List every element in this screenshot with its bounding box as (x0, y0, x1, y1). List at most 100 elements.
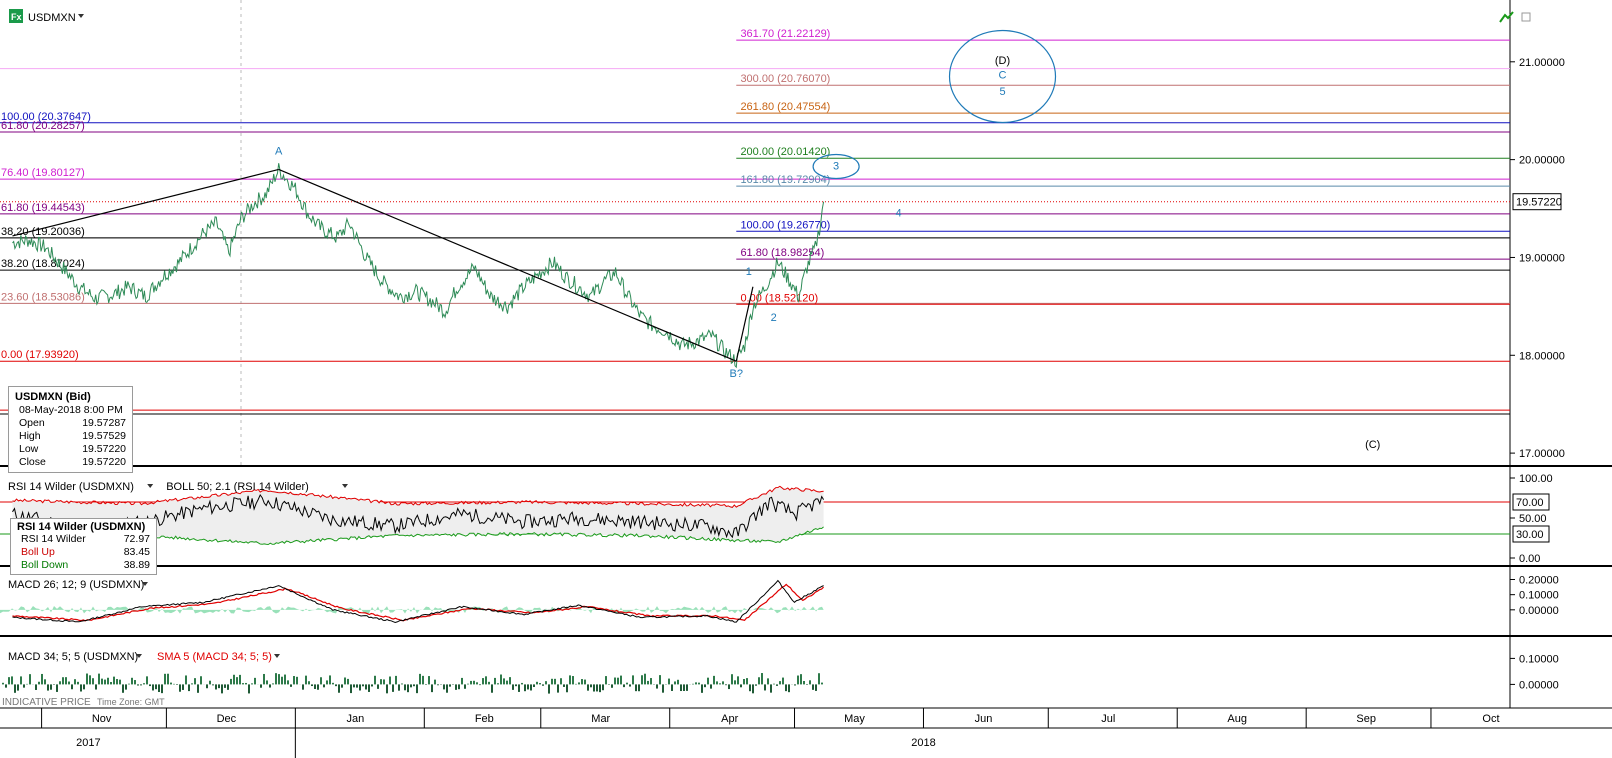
month-label: Nov (92, 713, 112, 725)
macd2-histogram-bar (557, 684, 559, 693)
macd2-histogram-bar (521, 682, 523, 685)
macd2-histogram-bar (296, 676, 298, 685)
ohlc-row: Low 19.57220 (15, 443, 126, 456)
macd2-histogram-bar (677, 679, 679, 685)
price-axis-label: 20.00000 (1519, 155, 1565, 167)
macd2-histogram-bar (224, 684, 226, 688)
macd2-histogram-bar (359, 684, 361, 691)
macd2-histogram-bar (611, 684, 613, 688)
macd2-histogram-bar (539, 683, 541, 685)
macd2-histogram-bar (389, 676, 391, 685)
fib-level-label: 38.20 (19.20036) (1, 226, 85, 238)
macd2-histogram-bar (764, 684, 766, 691)
macd2-histogram-bar (473, 680, 475, 685)
ohlc-popup-datetime: 08-May-2018 8:00 PM (19, 404, 123, 416)
macd2-histogram-bar (575, 683, 577, 685)
macd2-histogram-bar (167, 673, 169, 685)
macd2-histogram-bar (56, 684, 58, 692)
macd2-histogram-bar (197, 684, 199, 693)
macd2-histogram-bar (134, 680, 136, 685)
macd2-histogram-bar (455, 684, 457, 690)
macd2-histogram-bar (242, 683, 244, 685)
chevron-down-icon (342, 484, 348, 488)
macd2-histogram-bar (71, 684, 73, 690)
macd2-histogram-bar (266, 680, 268, 685)
macd2-histogram-bar (263, 673, 265, 685)
macd-line (12, 579, 824, 624)
macd2-histogram-bar (686, 684, 688, 691)
macd2-histogram-bar (680, 684, 682, 692)
macd2-histogram-bar (560, 678, 562, 685)
macd2-histogram-bar (599, 684, 601, 693)
fib-level-label: 38.20 (18.87024) (1, 258, 85, 270)
ohlc-row-value: 19.57287 (82, 417, 126, 429)
last-price-label: 19.57220 (1516, 197, 1562, 209)
macd2-histogram-bar (536, 681, 538, 685)
macd2-histogram-bar (215, 684, 217, 690)
macd2-histogram-bar (83, 684, 85, 690)
trend-line (278, 168, 737, 362)
macd2-histogram-bar (146, 676, 148, 685)
ohlc-row: High 19.57529 (15, 430, 126, 443)
macd2-histogram-bar (386, 684, 388, 694)
fx-logo-icon (9, 9, 23, 23)
macd2-histogram-bar (305, 675, 307, 685)
macd2-histogram-bar (377, 684, 379, 689)
fib-level-label: 261.80 (20.47554) (740, 101, 830, 113)
macd2-histogram-bar (758, 677, 760, 685)
macd2-histogram-bar (650, 678, 652, 685)
rsi-row: RSI 14 Wilder 72.97 (17, 533, 150, 546)
rsi-legend-label: RSI 14 Wilder (USDMXN) (8, 481, 134, 493)
macd2-histogram-bar (164, 673, 166, 685)
wave-label: B? (730, 368, 743, 380)
macd2-histogram-bar (176, 684, 178, 685)
macd2-histogram-bar (704, 684, 706, 688)
chevron-down-icon (274, 654, 280, 658)
ohlc-popup: USDMXN (Bid) 08-May-2018 8:00 PM Open 19.… (8, 386, 133, 473)
macd2-histogram-bar (668, 678, 670, 685)
macd2-histogram-bar (326, 680, 328, 685)
macd2-histogram-bar (260, 684, 262, 688)
macd2-histogram-bar (254, 677, 256, 685)
macd2-histogram-bar (14, 684, 16, 693)
macd2-histogram-bar (809, 680, 811, 685)
macd2-histogram-bar (728, 684, 730, 690)
macd2-histogram-bar (713, 675, 715, 685)
macd2-histogram-bar (815, 684, 817, 691)
macd2-histogram-bar (206, 684, 208, 689)
macd2-axis-label: 0.00000 (1519, 679, 1559, 691)
rsi-axis-label: 0.00 (1519, 553, 1540, 565)
macd2-histogram-bar (131, 677, 133, 685)
macd2-histogram-bar (635, 684, 637, 692)
macd2-histogram-bar (200, 676, 202, 685)
macd2-histogram-bar (212, 684, 214, 686)
macd2-histogram-bar (422, 675, 424, 685)
macd2-histogram-bar (308, 681, 310, 685)
macd2-histogram-bar (596, 684, 598, 692)
macd2-histogram-bar (548, 684, 550, 694)
macd2-histogram-bar (158, 684, 160, 693)
macd-histogram (0, 606, 824, 614)
macd2-histogram-bar (515, 684, 517, 687)
macd2-histogram-bar (116, 679, 118, 685)
macd2-histogram-bar (314, 684, 316, 689)
rsi-boll-up-line (12, 485, 824, 508)
macd2-histogram-bar (644, 673, 646, 685)
fib-level-label: 0.00 (18.52120) (740, 292, 818, 304)
macd2-histogram-bar (707, 677, 709, 685)
rsi-band-fill (12, 487, 824, 544)
rsi-row-value: 72.97 (123, 533, 150, 545)
macd2-histogram-bar (488, 681, 490, 685)
wave-label: 5 (999, 86, 1005, 98)
macd2-histogram-bar (692, 683, 694, 685)
macd2-histogram-bar (248, 684, 250, 694)
macd2-histogram-bar (161, 684, 163, 694)
macd2-histogram-bar (770, 684, 772, 693)
macd2-histogram-bar (512, 684, 514, 690)
macd2-histogram-bar (719, 683, 721, 685)
rsi-axis-label: 100.00 (1519, 473, 1553, 485)
macd2-histogram-bar (632, 675, 634, 685)
macd2-histogram-bar (245, 682, 247, 685)
macd2-histogram-bar (533, 684, 535, 688)
